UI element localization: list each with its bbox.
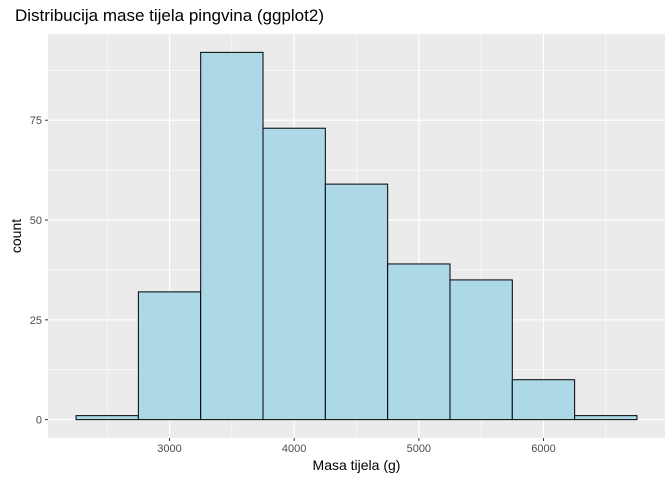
y-axis-title: count [8,219,24,253]
histogram-bar [324,183,389,421]
histogram-bar [449,279,513,421]
y-tick-label: 50 [30,215,42,227]
histogram-bar [137,291,202,421]
x-tick-label: 3000 [157,443,181,455]
x-tick-label: 6000 [531,443,555,455]
histogram-bar [75,415,139,421]
x-tick-label: 5000 [407,443,431,455]
histogram-bars [75,51,638,421]
x-tick-label: 4000 [282,443,306,455]
histogram-bar [262,127,326,421]
chart-title: Distribucija mase tijela pingvina (ggplo… [15,6,324,25]
histogram-bar [574,415,638,421]
histogram-bar [200,51,264,421]
y-tick-label: 0 [36,415,42,427]
x-axis-title: Masa tijela (g) [313,457,401,473]
axes: 3000 4000 5000 6000 0 25 50 75 [30,115,556,455]
y-tick-label: 25 [30,315,42,327]
histogram-bar [387,263,451,421]
y-tick-label: 75 [30,115,42,127]
histogram-bar [511,379,576,421]
